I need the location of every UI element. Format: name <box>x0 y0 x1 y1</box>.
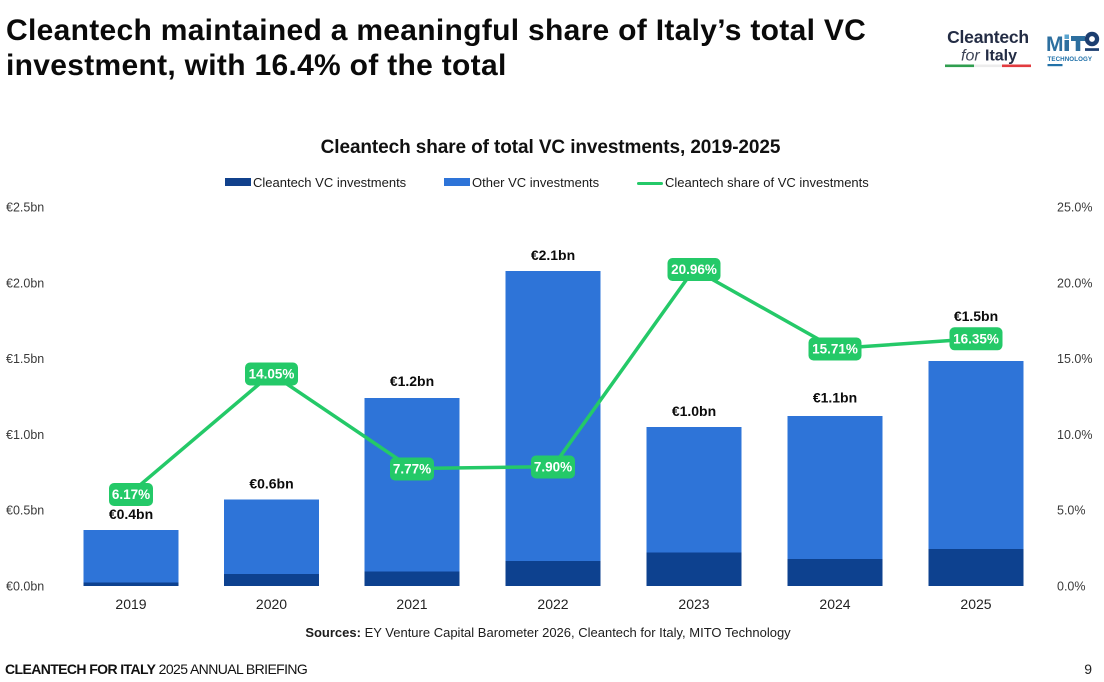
svg-text:0.0%: 0.0% <box>1057 580 1086 594</box>
svg-text:14.05%: 14.05% <box>249 367 295 382</box>
svg-text:Italy: Italy <box>985 48 1017 65</box>
svg-text:€0.4bn: €0.4bn <box>109 506 153 522</box>
svg-text:M: M <box>1046 33 1063 56</box>
svg-text:€2.1bn: €2.1bn <box>531 247 575 263</box>
svg-text:€1.1bn: €1.1bn <box>813 390 857 406</box>
svg-text:16.35%: 16.35% <box>953 332 999 347</box>
svg-text:10.0%: 10.0% <box>1057 428 1092 442</box>
svg-text:€2.0bn: €2.0bn <box>6 276 44 290</box>
svg-text:7.90%: 7.90% <box>534 460 572 475</box>
svg-text:2021: 2021 <box>396 596 427 612</box>
svg-text:€0.6bn: €0.6bn <box>249 476 293 492</box>
svg-text:€1.2bn: €1.2bn <box>390 373 434 389</box>
svg-text:TECHNOLOGY: TECHNOLOGY <box>1048 56 1093 63</box>
svg-text:5.0%: 5.0% <box>1057 504 1086 518</box>
svg-text:for: for <box>961 48 980 65</box>
svg-text:€2.5bn: €2.5bn <box>6 201 44 215</box>
svg-text:20.0%: 20.0% <box>1057 276 1092 290</box>
svg-text:€1.5bn: €1.5bn <box>6 352 44 366</box>
svg-text:2025: 2025 <box>960 596 991 612</box>
svg-text:7.77%: 7.77% <box>393 462 431 477</box>
svg-text:€0.0bn: €0.0bn <box>6 580 44 594</box>
svg-text:2023: 2023 <box>678 596 709 612</box>
svg-text:Cleantech: Cleantech <box>947 27 1029 47</box>
svg-text:€1.0bn: €1.0bn <box>6 428 44 442</box>
svg-text:2020: 2020 <box>256 596 287 612</box>
svg-text:2019: 2019 <box>115 596 146 612</box>
svg-text:15.0%: 15.0% <box>1057 352 1092 366</box>
svg-text:15.71%: 15.71% <box>812 342 858 357</box>
svg-text:€1.5bn: €1.5bn <box>954 308 998 324</box>
svg-text:€0.5bn: €0.5bn <box>6 504 44 518</box>
svg-text:20.96%: 20.96% <box>671 262 717 277</box>
svg-text:€1.0bn: €1.0bn <box>672 403 716 419</box>
svg-text:2024: 2024 <box>819 596 850 612</box>
svg-text:2022: 2022 <box>537 596 568 612</box>
svg-text:6.17%: 6.17% <box>112 487 150 502</box>
svg-text:25.0%: 25.0% <box>1057 201 1092 215</box>
